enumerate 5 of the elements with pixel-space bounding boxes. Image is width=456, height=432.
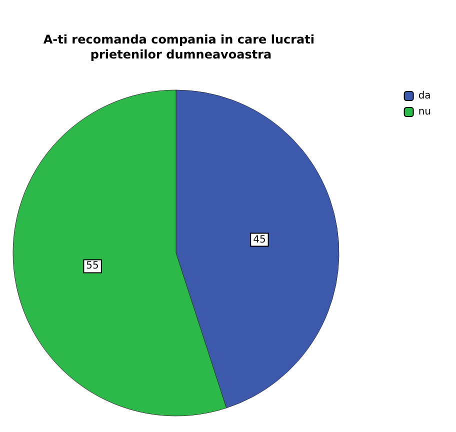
data-label: 45	[253, 234, 266, 246]
chart-title: A-ti recomanda compania in care lucrati prietenilor dumneavoastra	[43, 32, 319, 62]
legend-label: nu	[418, 106, 432, 118]
data-label: 55	[86, 260, 99, 272]
legend-label: da	[418, 90, 431, 102]
